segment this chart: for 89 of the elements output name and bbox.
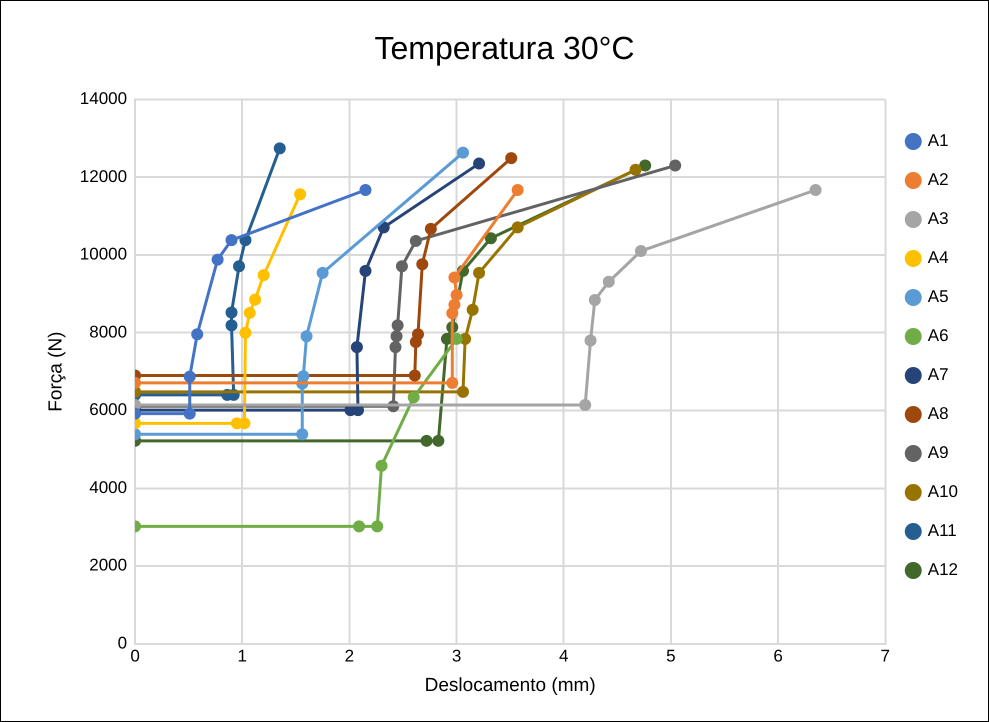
point xyxy=(300,330,313,342)
x-tick-label: 2 xyxy=(344,646,354,666)
point xyxy=(359,264,372,277)
point xyxy=(226,306,238,318)
point xyxy=(416,258,428,270)
point xyxy=(639,160,652,172)
point xyxy=(412,328,424,340)
chart-title: Temperatura 30°C xyxy=(374,30,635,66)
x-axis-title: Deslocamento (mm) xyxy=(424,674,596,696)
point xyxy=(353,520,366,532)
legend-label: A1 xyxy=(928,131,949,150)
point xyxy=(296,428,308,440)
x-tick-label: 0 xyxy=(130,646,140,666)
point xyxy=(244,306,256,319)
legend-label: A11 xyxy=(928,521,957,540)
y-axis-title: Força (N) xyxy=(46,331,67,412)
point xyxy=(410,234,422,247)
x-tick-label: 7 xyxy=(880,646,890,666)
point xyxy=(258,269,270,282)
point xyxy=(297,370,310,382)
point xyxy=(359,184,372,196)
x-tick-label: 1 xyxy=(238,646,247,666)
legend-label: A2 xyxy=(928,170,949,190)
point xyxy=(466,304,479,316)
point xyxy=(389,341,402,354)
legend-label: A9 xyxy=(928,443,949,462)
point xyxy=(376,460,388,472)
point xyxy=(392,319,404,332)
point xyxy=(579,399,592,412)
point xyxy=(226,319,238,332)
point xyxy=(191,328,204,340)
x-tick-label: 5 xyxy=(666,646,676,666)
point xyxy=(371,520,384,532)
legend-label: A3 xyxy=(928,209,949,228)
point xyxy=(350,341,363,354)
y-tick-label: 2000 xyxy=(89,556,128,575)
point xyxy=(424,222,437,235)
point xyxy=(408,391,420,404)
x-tick-label: 6 xyxy=(773,646,783,666)
point xyxy=(448,298,460,311)
point xyxy=(226,234,238,246)
point xyxy=(810,184,822,196)
point xyxy=(584,334,597,346)
y-tick-label: 0 xyxy=(118,633,128,652)
point xyxy=(473,266,486,279)
point xyxy=(602,276,615,288)
point xyxy=(634,245,647,258)
point xyxy=(233,260,246,272)
y-tick-label: 6000 xyxy=(89,400,128,420)
point xyxy=(184,408,196,420)
point xyxy=(446,376,458,389)
point xyxy=(588,294,601,306)
point xyxy=(457,386,470,398)
point xyxy=(512,184,524,196)
point xyxy=(294,188,306,200)
y-tick-label: 14000 xyxy=(80,89,128,108)
point xyxy=(396,260,408,272)
y-tick-label: 4000 xyxy=(89,478,128,497)
y-tick-label: 10000 xyxy=(80,244,128,264)
point xyxy=(316,266,329,279)
point xyxy=(512,221,524,234)
point xyxy=(239,326,252,339)
legend-label: A8 xyxy=(928,404,949,424)
point xyxy=(448,271,460,284)
x-tick-label: 4 xyxy=(559,646,568,666)
y-tick-label: 12000 xyxy=(80,166,128,186)
point xyxy=(630,164,642,176)
point xyxy=(249,294,262,306)
point xyxy=(408,369,421,382)
point xyxy=(184,370,196,383)
point xyxy=(473,158,486,170)
legend-label: A6 xyxy=(928,326,949,346)
legend-label: A12 xyxy=(928,560,958,580)
point xyxy=(274,142,286,154)
point xyxy=(450,288,463,301)
point xyxy=(420,434,433,447)
legend-label: A10 xyxy=(928,482,958,502)
point xyxy=(212,254,224,266)
point xyxy=(457,146,470,159)
y-tick-label: 8000 xyxy=(89,322,128,342)
x-tick-label: 3 xyxy=(452,646,462,666)
legend-label: A7 xyxy=(928,365,949,384)
point xyxy=(484,232,497,244)
legend-label: A4 xyxy=(928,248,949,268)
point xyxy=(505,152,518,164)
point xyxy=(432,434,444,447)
legend-label: A5 xyxy=(928,287,949,306)
point xyxy=(390,330,403,342)
point xyxy=(669,160,682,172)
